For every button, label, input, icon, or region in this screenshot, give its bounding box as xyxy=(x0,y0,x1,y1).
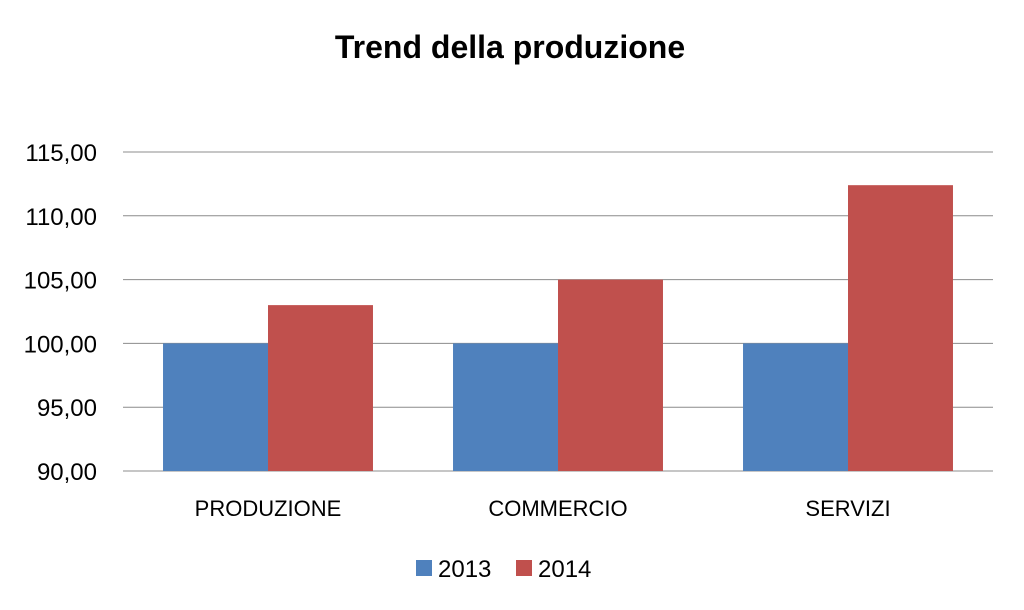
y-tick-label: 110,00 xyxy=(25,204,97,231)
bar-2014-commercio xyxy=(558,279,663,471)
legend-label: 2014 xyxy=(538,556,591,583)
bar-2014-produzione xyxy=(268,305,373,471)
bar-2014-servizi xyxy=(848,185,953,471)
x-category-label: SERVIZI xyxy=(805,496,890,521)
x-axis-category-labels: PRODUZIONE COMMERCIO SERVIZI xyxy=(195,496,891,521)
y-tick-label: 100,00 xyxy=(24,331,97,358)
x-category-label: PRODUZIONE xyxy=(195,496,342,521)
bar-2013-produzione xyxy=(163,343,268,471)
y-tick-label: 90,00 xyxy=(37,459,97,486)
bars xyxy=(163,185,953,471)
legend-swatch-2014 xyxy=(516,560,532,576)
legend-swatch-2013 xyxy=(416,560,432,576)
y-tick-label: 115,00 xyxy=(25,140,97,167)
y-tick-label: 105,00 xyxy=(24,268,97,295)
y-axis-tick-labels: 90,00 95,00 100,00 105,00 110,00 115,00 xyxy=(24,140,97,486)
legend-label: 2013 xyxy=(438,556,491,583)
bar-2013-servizi xyxy=(743,343,848,471)
y-tick-label: 95,00 xyxy=(37,395,97,422)
bar-2013-commercio xyxy=(453,343,558,471)
chart-title: Trend della produzione xyxy=(335,29,685,65)
legend: 2013 2014 xyxy=(416,556,591,583)
x-category-label: COMMERCIO xyxy=(488,496,627,521)
